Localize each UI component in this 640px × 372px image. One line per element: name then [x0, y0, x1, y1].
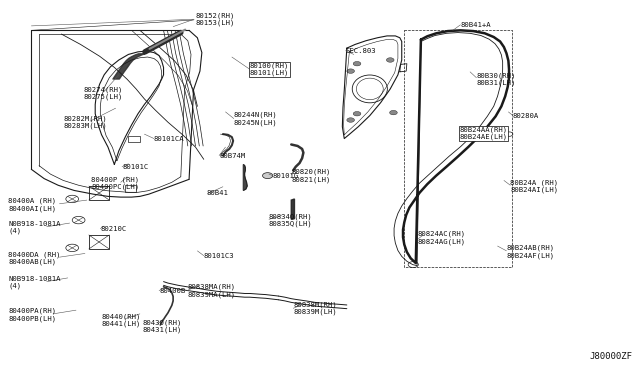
- Text: 80B74M: 80B74M: [219, 153, 245, 158]
- Circle shape: [353, 61, 361, 66]
- Bar: [89, 235, 109, 249]
- Text: 80101CA: 80101CA: [154, 135, 184, 142]
- Text: SEC.803: SEC.803: [346, 48, 376, 54]
- Circle shape: [262, 173, 273, 179]
- Circle shape: [390, 110, 397, 115]
- Polygon shape: [243, 164, 247, 190]
- Text: 80834Q(RH)
80835Q(LH): 80834Q(RH) 80835Q(LH): [269, 213, 313, 227]
- Text: 80100(RH)
80101(LH): 80100(RH) 80101(LH): [250, 62, 289, 76]
- Text: 80280A: 80280A: [513, 113, 539, 119]
- Text: 80440(RH)
80441(LH): 80440(RH) 80441(LH): [102, 313, 141, 327]
- Text: 80400A (RH)
80400AI(LH): 80400A (RH) 80400AI(LH): [8, 198, 56, 212]
- Bar: [89, 186, 109, 200]
- Text: 80101C: 80101C: [122, 164, 148, 170]
- Text: 80B24A (RH)
80B24AI(LH): 80B24A (RH) 80B24AI(LH): [510, 179, 559, 193]
- Text: 80B30(RH)
80B31(LH): 80B30(RH) 80B31(LH): [476, 72, 516, 86]
- Text: 80B41+A: 80B41+A: [461, 22, 491, 28]
- Text: 80244N(RH)
80245N(LH): 80244N(RH) 80245N(LH): [234, 112, 278, 125]
- Text: 80210C: 80210C: [100, 226, 127, 232]
- Text: 80282M(RH)
80283M(LH): 80282M(RH) 80283M(LH): [63, 115, 107, 129]
- Text: 80838M(RH)
80839M(LH): 80838M(RH) 80839M(LH): [293, 301, 337, 315]
- Text: 80400B: 80400B: [159, 288, 186, 294]
- Text: N0B918-1081A
(4): N0B918-1081A (4): [8, 221, 61, 234]
- Text: N0B918-1081A
(4): N0B918-1081A (4): [8, 276, 61, 289]
- Circle shape: [347, 69, 355, 73]
- Circle shape: [387, 58, 394, 62]
- Circle shape: [347, 118, 355, 122]
- Bar: [129, 136, 140, 142]
- Text: 80820(RH)
80821(LH): 80820(RH) 80821(LH): [291, 169, 331, 183]
- Circle shape: [353, 112, 361, 116]
- Text: 80400P (RH)
80400PC(LH): 80400P (RH) 80400PC(LH): [92, 176, 140, 190]
- Text: 80400PA(RH)
80400PB(LH): 80400PA(RH) 80400PB(LH): [8, 308, 56, 322]
- Text: 80838MA(RH)
80839MA(LH): 80838MA(RH) 80839MA(LH): [187, 283, 236, 298]
- Text: 80430(RH)
80431(LH): 80430(RH) 80431(LH): [143, 319, 182, 333]
- Text: J80000ZF: J80000ZF: [590, 352, 633, 361]
- Text: 80101C3: 80101C3: [204, 253, 234, 259]
- Text: 80274(RH)
80275(LH): 80274(RH) 80275(LH): [84, 86, 123, 100]
- Text: 80824AC(RH)
80824AG(LH): 80824AC(RH) 80824AG(LH): [417, 231, 465, 245]
- Text: 80400DA (RH)
80400AB(LH): 80400DA (RH) 80400AB(LH): [8, 251, 61, 265]
- Text: 80B41: 80B41: [206, 190, 228, 196]
- Text: 80152(RH)
80153(LH): 80152(RH) 80153(LH): [195, 12, 235, 26]
- Bar: [125, 185, 136, 192]
- Polygon shape: [291, 199, 294, 219]
- Text: 80101G: 80101G: [273, 173, 299, 179]
- Text: 80B24AA(RH)
80B24AE(LH): 80B24AA(RH) 80B24AE(LH): [460, 126, 508, 140]
- Text: 80B24AB(RH)
80B24AF(LH): 80B24AB(RH) 80B24AF(LH): [506, 245, 555, 259]
